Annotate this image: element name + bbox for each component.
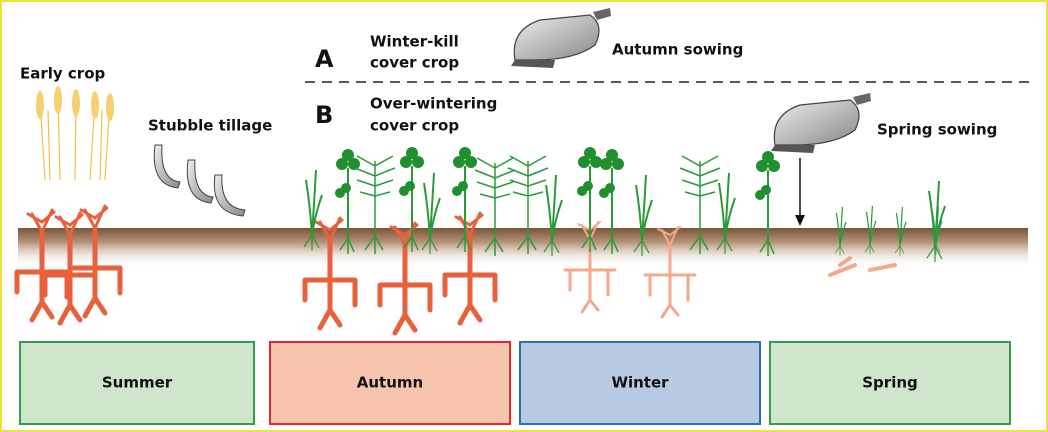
season-label: Autumn — [357, 374, 423, 392]
page: Early crop Stubble tillage Autumn sowing… — [0, 0, 1048, 432]
season-label: Spring — [862, 374, 918, 392]
season-label: Summer — [102, 374, 173, 392]
scenario-label: Winter-kill — [370, 33, 459, 51]
scenario-letter: B — [315, 101, 333, 129]
scenario-letter: A — [315, 45, 334, 73]
scenario-label: cover crop — [370, 54, 459, 72]
season-label: Winter — [611, 374, 669, 392]
label: Autumn sowing — [612, 41, 743, 59]
soil — [18, 228, 1028, 268]
label: Stubble tillage — [148, 117, 272, 135]
diagram: Early crop Stubble tillage Autumn sowing… — [0, 0, 1048, 432]
label: Spring sowing — [877, 121, 997, 139]
scenario-label: Over-wintering — [370, 95, 497, 113]
label: Early crop — [20, 65, 106, 83]
scenario-label: cover crop — [370, 117, 459, 135]
